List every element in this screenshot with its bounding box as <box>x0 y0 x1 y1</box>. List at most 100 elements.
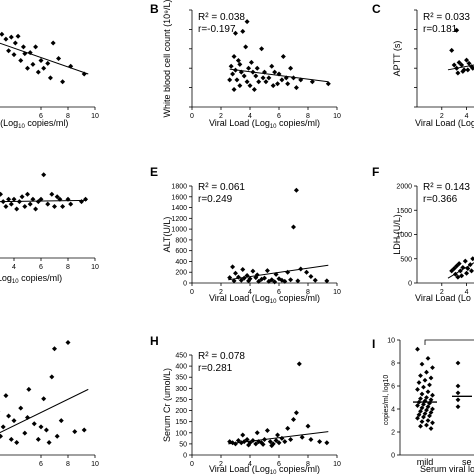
panel-c-data-point <box>466 60 472 66</box>
panel-d-data-point <box>60 204 66 210</box>
panel-e-x-tick-label: 10 <box>333 289 341 296</box>
panel-a-data-point <box>12 40 18 46</box>
panel-i-y-tick-label: 10 <box>387 338 395 345</box>
panel-b-data-point <box>241 73 247 79</box>
panel-i-point-mild <box>422 411 428 416</box>
panel-e-data-point <box>227 275 233 281</box>
panel-e-data-point <box>233 270 238 276</box>
panel-h-x-tick-label: 4 <box>248 461 252 468</box>
panel-e-y-tick-label: 200 <box>175 270 187 277</box>
panel-b-data-point <box>291 75 296 81</box>
panel-i-category-severe: se <box>462 457 472 467</box>
panel-i-point-mild <box>427 400 432 406</box>
panel-a-data-point <box>8 34 14 40</box>
panel-e-x-tick-label: 6 <box>277 289 281 296</box>
panel-c-trend-line <box>447 64 474 71</box>
panel-e-data-point <box>266 278 272 284</box>
panel-b-data-point <box>233 30 238 36</box>
panel-h-data-point <box>240 432 246 438</box>
panel-f-x-label: Viral Load (Lo <box>415 293 471 303</box>
panel-h-y-tick-label: 300 <box>175 386 187 393</box>
panel-g-x-tick-label: 6 <box>39 461 43 468</box>
panel-i-x-label: Serum viral lo <box>420 464 474 474</box>
panel-h-data-point <box>317 439 323 445</box>
panel-a-data-point <box>30 61 36 67</box>
panel-b-data-point <box>234 77 240 83</box>
panel-d-trend-line <box>0 199 87 203</box>
panel-b-data-point <box>227 77 233 83</box>
panel-a-data-point <box>56 56 62 61</box>
panel-b-data-point <box>309 79 315 85</box>
panel-e-data-point <box>282 278 288 284</box>
panel-a-data-point <box>15 33 21 39</box>
panel-e-y-tick-label: 1800 <box>171 184 187 191</box>
panel-h-data-point <box>305 423 311 429</box>
panel-b-x-tick-label: 6 <box>277 113 281 120</box>
panel-h-r-squared: R² = 0.078 <box>198 351 245 362</box>
panel-i-point-mild <box>427 382 432 388</box>
panel-i-point-severe <box>455 360 461 366</box>
panel-b-data-point <box>280 54 286 60</box>
panel-f-y-tick-label: 1500 <box>396 208 412 215</box>
panel-f-data-point <box>470 256 474 262</box>
panel-h-x-label: Viral Load (Log10 copies/ml) <box>209 464 320 474</box>
panel-i-point-mild <box>424 395 429 400</box>
panel-b-data-point <box>266 75 272 81</box>
panel-f-x-tick-label: 2 <box>440 289 444 296</box>
panel-g-data-point <box>54 433 60 439</box>
panel-i-point-mild <box>421 402 426 407</box>
panel-b-data-point <box>260 75 266 81</box>
panel-e-data-point <box>250 268 256 274</box>
panel-a-data-point <box>35 69 41 75</box>
panel-a-data-point <box>41 65 47 71</box>
panel-d-data-point <box>33 206 39 212</box>
panel-h-data-point <box>253 441 259 447</box>
panel-i-point-mild <box>419 391 425 397</box>
panel-g-data-point <box>65 340 71 345</box>
panel-i-point-severe <box>455 397 461 403</box>
panel-f-data-point <box>464 270 470 276</box>
panel-d-data-point <box>45 201 51 207</box>
panel-h-y-tick-label: 450 <box>175 353 187 360</box>
panel-i-point-mild <box>418 396 423 402</box>
panel-h-data-point <box>296 361 302 367</box>
panel-h-data-point <box>285 425 291 431</box>
panel-i-point-mild <box>425 404 431 410</box>
panel-e-y-tick-label: 800 <box>175 237 187 244</box>
panel-e-data-point <box>288 277 294 283</box>
panel-e-y-tick-label: 1600 <box>171 194 187 201</box>
panel-b-data-point <box>270 83 276 89</box>
panel-i-point-mild <box>418 373 423 379</box>
panel-h-x-tick-label: 8 <box>306 461 310 468</box>
panel-b-x-label: Viral Load (Log10 copies/ml) <box>209 118 320 130</box>
panel-i-point-mild <box>430 406 435 412</box>
panel-h-data-point <box>299 434 305 440</box>
panel-i-point-mild <box>430 420 435 426</box>
panel-g-data-point <box>41 396 47 402</box>
panel-i-y-label: copies/ml, log10 <box>383 375 390 426</box>
panel-g-data-point <box>49 374 55 380</box>
panel-c-data-point <box>449 47 455 53</box>
panel-h-data-point <box>324 440 330 446</box>
panel-e-data-point <box>238 277 244 283</box>
panel-h-data-point <box>254 430 260 436</box>
panel-d-data-point <box>11 196 17 202</box>
panel-f-data-point <box>459 273 465 279</box>
panel-g-trend-line <box>0 388 89 434</box>
panel-i-y-tick-label: 8 <box>391 361 395 368</box>
panel-a-data-point <box>11 52 17 58</box>
panel-g-data-point <box>43 427 49 433</box>
panel-b-data-point <box>251 87 257 93</box>
panel-i-point-mild <box>428 375 434 381</box>
panel-h-x-tick-label: 0 <box>190 461 194 468</box>
panel-a-data-point <box>45 60 51 66</box>
panel-d-data-point <box>14 206 20 212</box>
panel-f-data-point <box>462 258 468 264</box>
panel-d-x-tick-label: 10 <box>91 264 99 271</box>
panel-h-data-point <box>264 428 270 434</box>
panel-b-y-label: White blood cell count (10⁹/L) <box>162 0 172 117</box>
panel-a-data-point <box>50 40 56 46</box>
panel-h-data-point <box>273 438 279 444</box>
panel-d-data-point <box>35 199 41 205</box>
panel-g-data-point <box>46 440 52 445</box>
